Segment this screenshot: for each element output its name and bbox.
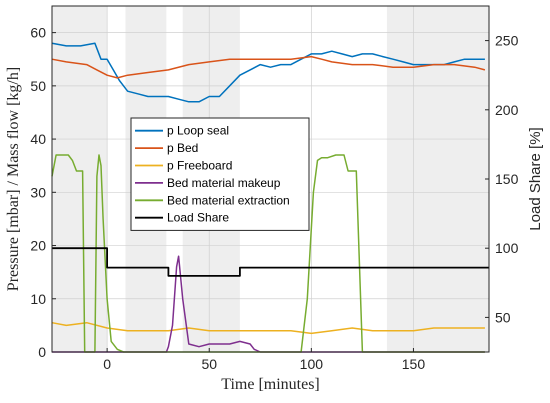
shaded-interval-3: [386, 6, 489, 352]
shaded-interval-0: [52, 6, 108, 352]
series-line-load-share: [52, 247, 489, 277]
shaded-intervals: [52, 6, 489, 352]
y-tick-label-right: 250: [495, 33, 519, 49]
x-tick-label: 50: [201, 356, 217, 372]
x-tick-label: 150: [402, 356, 426, 372]
y-tick-label-left: 10: [30, 291, 46, 307]
series-line-p-bed: [51, 55, 486, 79]
legend-box: [130, 117, 310, 231]
legend-entry: Load Share: [167, 211, 229, 225]
y-tick-label-left: 0: [38, 344, 46, 360]
legend-entry: Bed material extraction: [167, 193, 290, 207]
y-tick-label-left: 40: [30, 131, 46, 147]
x-axis-label: Time [minutes]: [221, 376, 320, 393]
legend: p Loop seal p Bed p Freeboard Bed material …: [130, 117, 310, 231]
y-tick-label-right: 50: [495, 309, 511, 325]
y-axis-label-left: Pressure [mbar] / Mass flow [kg/h]: [5, 67, 22, 291]
y-tick-label-right: 200: [495, 102, 519, 118]
y-tick-label-left: 60: [30, 25, 46, 41]
y-tick-label-right: 100: [495, 240, 519, 256]
ticks: 0 50 100 150 0 10 20 30 40 50 60 50 100 150 200 250: [30, 25, 518, 372]
legend-entry: p Bed: [167, 141, 198, 155]
y-tick-label-left: 30: [30, 184, 46, 200]
series-lines: [51, 42, 489, 353]
x-tick-label: 100: [300, 356, 324, 372]
legend-entry: p Freeboard: [167, 159, 232, 173]
y-tick-label-left: 20: [30, 238, 46, 254]
y-tick-label-left: 50: [30, 78, 46, 94]
series-line-bed-material-extraction: [51, 154, 485, 353]
x-tick-label: 0: [103, 356, 111, 372]
series-line-p-freeboard: [51, 321, 485, 335]
legend-entry: p Loop seal: [167, 124, 229, 138]
y-tick-label-right: 150: [495, 171, 519, 187]
y-axis-label-right: Load Share [%]: [527, 127, 544, 230]
series-line-p-loop-seal: [51, 42, 485, 103]
legend-entry: Bed material makeup: [167, 176, 281, 190]
